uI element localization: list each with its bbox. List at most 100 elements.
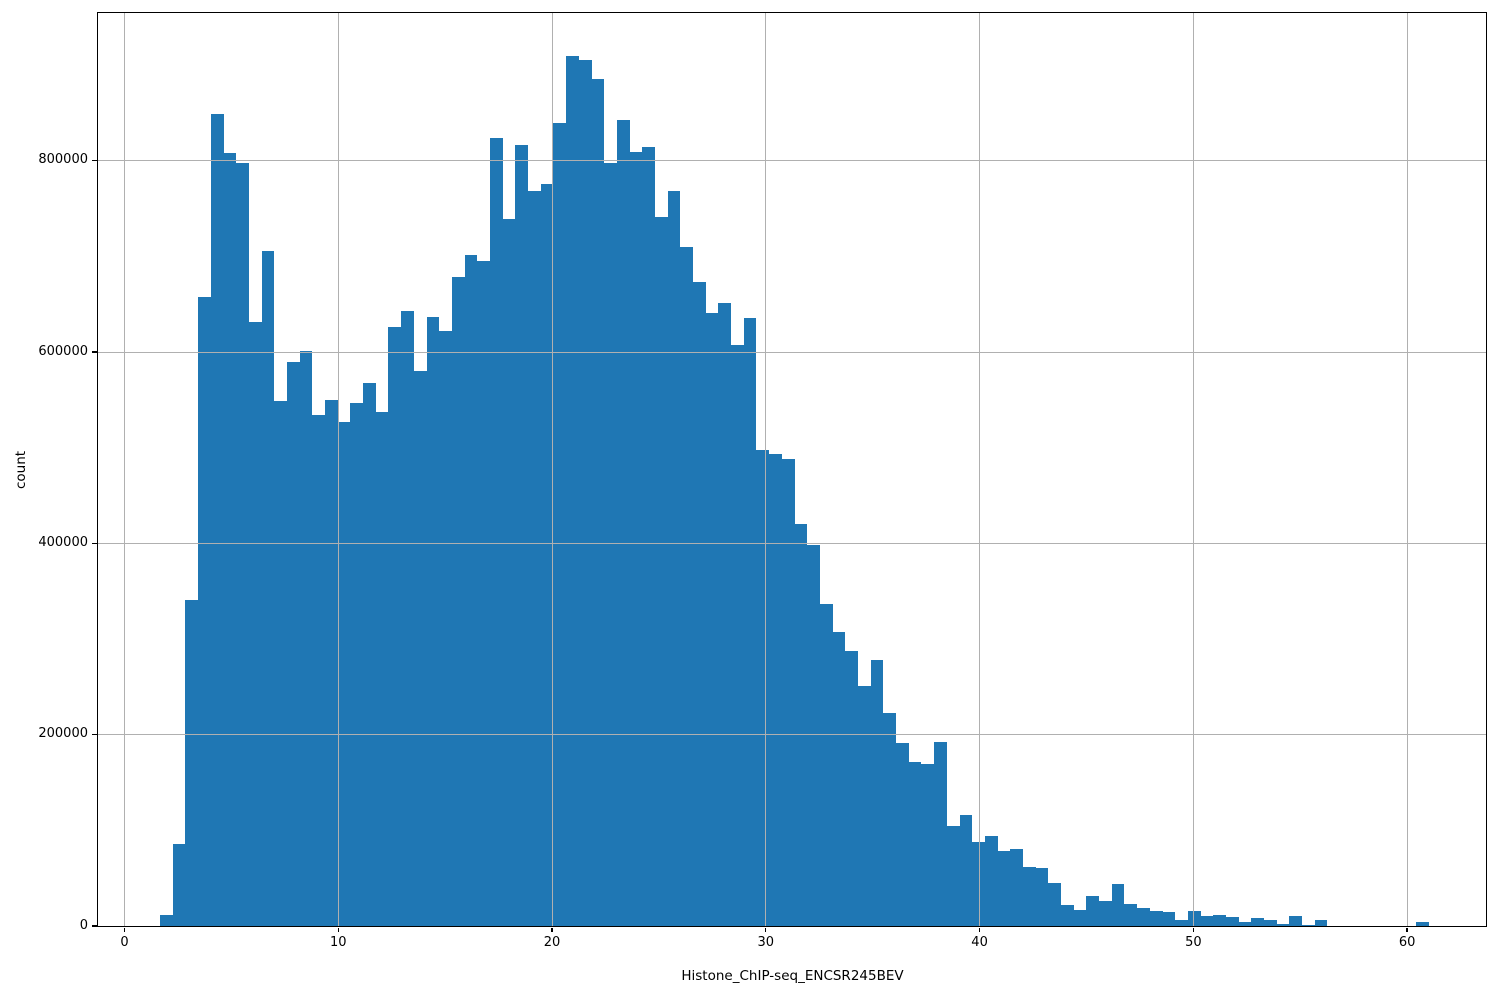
histogram-bar xyxy=(1073,909,1087,926)
gridline-vertical xyxy=(1406,13,1408,926)
histogram-bar xyxy=(210,113,224,926)
histogram-bar xyxy=(477,261,490,926)
x-tick-mark xyxy=(1406,927,1408,932)
x-tick-mark xyxy=(978,927,981,932)
histogram-bar xyxy=(1314,919,1328,926)
histogram-bar xyxy=(693,282,706,926)
plot-area: 0 10 20 30 40 50 60 0 200000 400000 600000 800000 xyxy=(38,12,1487,950)
histogram-bar xyxy=(591,78,605,926)
histogram-bar xyxy=(870,660,884,926)
histogram-bar xyxy=(654,217,668,926)
x-tick-mark xyxy=(765,927,767,932)
histogram-bar xyxy=(1187,910,1201,926)
gridline-horizontal xyxy=(98,734,1486,736)
histogram-bar xyxy=(388,327,402,926)
x-tick-label: 30 xyxy=(757,935,775,950)
histogram-bar xyxy=(566,55,579,926)
x-tick-label: 60 xyxy=(1398,935,1416,950)
histogram-bar xyxy=(172,843,186,926)
histogram-bar xyxy=(896,743,909,926)
histogram-bar xyxy=(490,137,503,926)
y-tick-label: 600000 xyxy=(38,343,88,359)
gridline-horizontal xyxy=(98,160,1486,162)
histogram-bar xyxy=(629,152,643,926)
histogram-bar xyxy=(718,303,732,926)
x-tick-label: 50 xyxy=(1185,935,1202,950)
x-tick-mark xyxy=(123,927,126,932)
histogram-bar xyxy=(845,650,858,926)
histogram-bar xyxy=(578,60,592,926)
histogram-bar xyxy=(1099,901,1112,926)
histogram-bar xyxy=(1086,896,1100,926)
histogram-bar xyxy=(1137,907,1150,926)
histogram-bar xyxy=(350,402,364,926)
histogram-bar xyxy=(616,119,630,926)
histogram-bar xyxy=(832,632,846,926)
histogram-bar xyxy=(464,255,478,926)
histogram-bar xyxy=(921,764,935,926)
histogram-bar xyxy=(781,459,795,926)
x-tick-mark xyxy=(1192,927,1194,932)
y-tick-mark xyxy=(92,925,97,927)
x-tick-label: 10 xyxy=(329,935,347,950)
histogram-bar xyxy=(528,191,541,926)
histogram-bar xyxy=(1264,920,1277,926)
gridline-vertical xyxy=(551,13,553,926)
histogram-bar xyxy=(1251,917,1265,926)
histogram-bar xyxy=(934,742,947,926)
y-tick-label: 800000 xyxy=(38,152,88,168)
histogram-bar xyxy=(540,183,554,926)
histogram-bar xyxy=(248,322,262,926)
histogram-bar xyxy=(1225,917,1239,926)
y-tick-label: 200000 xyxy=(38,726,88,742)
bars-layer xyxy=(98,13,1486,926)
histogram-bar xyxy=(261,250,275,926)
histogram-bar xyxy=(642,147,655,926)
x-tick-label: 20 xyxy=(543,935,561,950)
histogram-bar xyxy=(299,351,313,926)
histogram-bar xyxy=(375,412,389,926)
gridline-vertical xyxy=(124,13,125,926)
histogram-bar xyxy=(997,851,1011,926)
histogram-bar xyxy=(794,524,808,926)
histogram-bar xyxy=(984,836,998,926)
histogram-bar xyxy=(1213,915,1226,926)
histogram-bar xyxy=(185,599,199,926)
histogram-bar xyxy=(857,685,871,926)
histogram-bar xyxy=(439,331,452,926)
histogram-bar xyxy=(1035,867,1049,926)
histogram-bar xyxy=(731,345,744,926)
histogram-bar xyxy=(1010,848,1023,926)
x-tick-label: 0 xyxy=(120,935,129,950)
histogram-bar xyxy=(883,712,897,926)
histogram-bar xyxy=(1238,922,1252,926)
histogram-bar xyxy=(363,382,376,926)
histogram-bar xyxy=(274,400,287,926)
histogram-bar xyxy=(1200,916,1214,926)
histogram-bar xyxy=(160,914,173,926)
histogram-bar xyxy=(223,153,237,926)
histogram-bar xyxy=(1289,916,1303,926)
y-tick-label: 400000 xyxy=(38,534,88,550)
histogram-bar xyxy=(413,371,427,926)
histogram-bar xyxy=(1061,904,1074,926)
gridline-horizontal xyxy=(98,351,1486,353)
histogram-bar xyxy=(451,276,465,926)
histogram-bar xyxy=(972,841,985,926)
histogram-bar xyxy=(286,361,300,926)
histogram-bar xyxy=(1048,882,1062,926)
histogram-bar xyxy=(959,815,973,926)
gridline-vertical xyxy=(979,13,981,926)
x-tick-label: 40 xyxy=(971,935,988,950)
y-tick-mark xyxy=(92,542,97,545)
histogram-bar xyxy=(1416,921,1429,926)
y-tick-mark xyxy=(92,351,97,353)
ticks-layer: 0 10 20 30 40 50 60 0 200000 400000 600000 800000 xyxy=(38,13,1486,950)
y-tick-mark xyxy=(92,160,97,162)
y-tick-mark xyxy=(92,734,97,736)
y-tick-label: 0 xyxy=(79,917,88,933)
histogram-bar xyxy=(908,762,922,926)
histogram-bar xyxy=(401,310,414,926)
histogram-bar xyxy=(769,454,782,926)
